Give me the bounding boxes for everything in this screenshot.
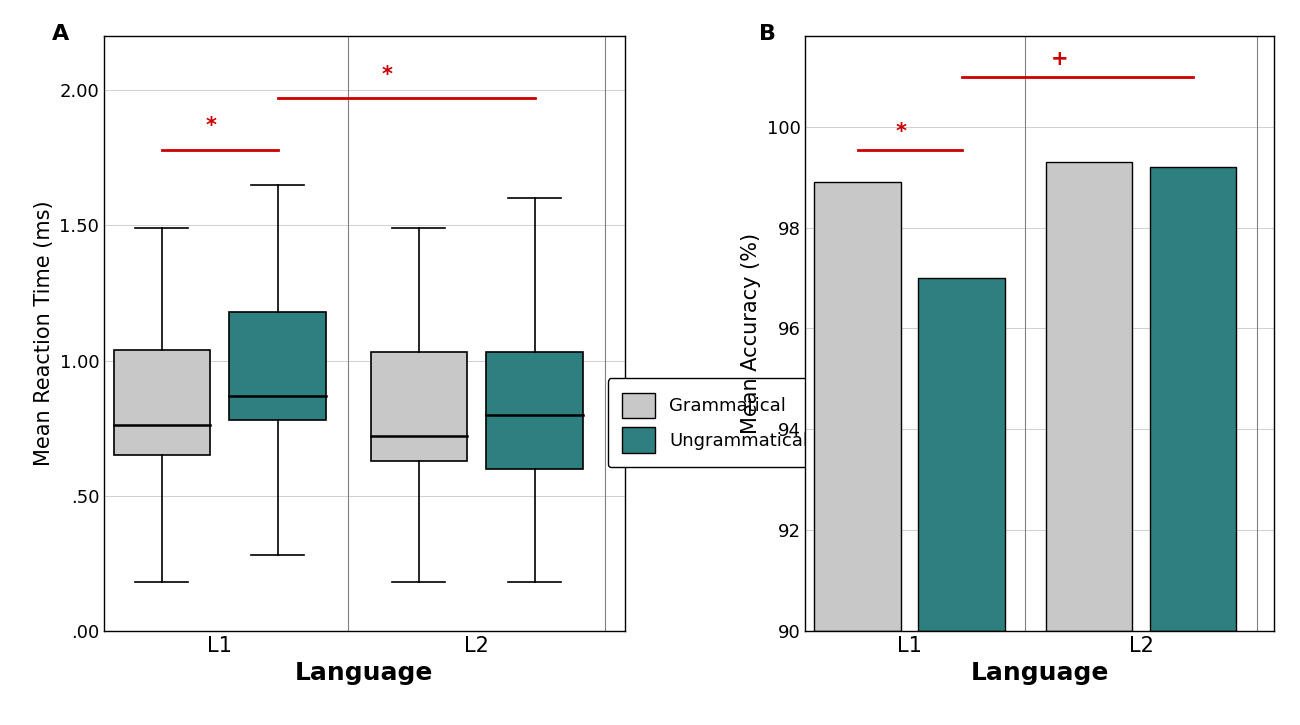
Bar — [1149, 167, 1236, 631]
Bar — [370, 352, 467, 460]
X-axis label: Language: Language — [971, 661, 1109, 685]
Bar — [814, 183, 901, 631]
Text: *: * — [205, 116, 216, 136]
Text: B: B — [759, 25, 776, 44]
Legend: Grammatical, Ungrammatical: Grammatical, Ungrammatical — [607, 378, 823, 467]
Bar — [113, 349, 211, 455]
Y-axis label: Mean Accuracy (%): Mean Accuracy (%) — [741, 233, 762, 434]
Bar — [918, 278, 1005, 631]
Text: +: + — [1052, 49, 1069, 69]
Text: *: * — [896, 122, 907, 142]
X-axis label: Language: Language — [295, 661, 433, 685]
Text: A: A — [52, 25, 69, 44]
Bar — [486, 352, 582, 468]
Bar — [229, 312, 326, 420]
Y-axis label: Mean Reaction Time (ms): Mean Reaction Time (ms) — [34, 201, 53, 466]
Bar — [1045, 162, 1132, 631]
Text: *: * — [381, 65, 393, 85]
